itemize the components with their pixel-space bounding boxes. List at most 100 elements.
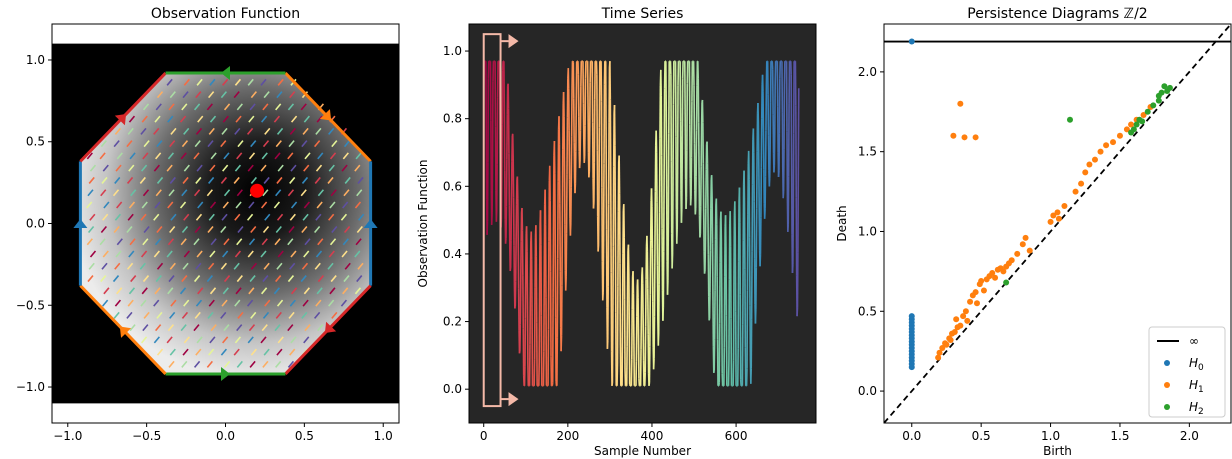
point-h2: [1158, 89, 1165, 96]
point-h1: [1061, 202, 1068, 209]
flow-arrow: [140, 299, 147, 307]
flow-arrow: [343, 140, 351, 148]
flow-arrow: [261, 238, 268, 246]
flow-arrow: [276, 176, 283, 184]
flow-arrow: [167, 152, 175, 160]
flow-arrow: [301, 311, 308, 319]
flow-arrow: [276, 348, 283, 356]
flow-arrow: [275, 225, 282, 234]
legend-h1-label: H1: [1189, 378, 1204, 395]
flow-arrow: [153, 250, 160, 258]
flow-arrow: [169, 176, 176, 184]
flow-arrow: [247, 336, 254, 344]
flow-arrow: [237, 140, 244, 148]
flow-arrow: [356, 225, 363, 234]
flow-arrow: [341, 164, 348, 172]
point-h1: [964, 317, 971, 324]
flow-arrow: [236, 324, 243, 332]
flow-arrow: [114, 213, 122, 221]
flow-arrow: [193, 324, 200, 332]
flow-arrow: [248, 201, 255, 209]
flow-arrow: [195, 127, 203, 135]
axes-frame: [883, 23, 1232, 424]
flow-arrow: [210, 324, 217, 332]
flow-arrow: [126, 225, 133, 234]
flow-arrow: [340, 213, 348, 221]
flow-arrow: [236, 103, 243, 111]
flow-arrow: [140, 250, 148, 258]
flow-arrow: [89, 213, 96, 221]
flow-arrow: [233, 262, 240, 270]
flow-arrow: [223, 189, 231, 197]
flow-arrow: [197, 115, 204, 123]
point-h1: [1140, 111, 1147, 118]
flow-arrow: [287, 103, 295, 111]
flow-arrow: [248, 115, 255, 123]
y-tick-label: −0.5: [16, 298, 45, 312]
edge-direction-marker: [119, 326, 132, 338]
plot-background: [469, 24, 816, 423]
flow-arrow: [88, 262, 95, 270]
flow-arrow: [209, 336, 216, 344]
flow-arrow: [206, 275, 213, 283]
flow-arrow: [155, 324, 162, 332]
y-tick-label: 0.5: [26, 135, 45, 149]
flow-arrow: [260, 250, 267, 258]
flow-arrow: [210, 152, 217, 160]
flow-arrow: [181, 140, 189, 148]
flow-arrow: [181, 311, 189, 319]
flow-arrow: [196, 164, 203, 172]
y-tick-label: 0.4: [443, 247, 462, 261]
flow-arrow: [261, 287, 268, 295]
y-tick-label: 0.5: [858, 304, 877, 318]
x-tick-label: 2.0: [1180, 429, 1199, 443]
x-tick-label: −0.5: [132, 429, 161, 443]
x-tick-label: 200: [556, 429, 579, 443]
flow-arrow: [168, 189, 175, 197]
x-axis-label: Sample Number: [594, 444, 691, 458]
flow-arrow: [290, 336, 297, 344]
flow-arrow: [181, 103, 188, 111]
x-tick-label: 0.5: [972, 429, 991, 443]
flow-arrow: [208, 299, 215, 307]
x-tick-label: 1.5: [1110, 429, 1129, 443]
point-h1: [961, 134, 968, 141]
flow-arrow: [114, 127, 122, 135]
flow-arrow: [143, 225, 150, 234]
legend-h1-subscript: 1: [1198, 385, 1204, 395]
point-h1: [972, 134, 979, 141]
legend-h1-symbol: H: [1189, 378, 1198, 392]
flow-arrow: [101, 176, 108, 184]
point-h1: [957, 100, 964, 107]
point-h1: [1128, 121, 1135, 128]
flow-arrow: [210, 238, 217, 246]
flow-arrow: [103, 201, 110, 209]
flow-arrow: [207, 140, 214, 148]
legend-h0-symbol: H: [1189, 356, 1198, 370]
flow-arrow: [328, 213, 335, 221]
flow-arrow: [169, 262, 176, 270]
flow-arrow: [277, 250, 284, 258]
legend-h2-label: H2: [1189, 400, 1204, 417]
flow-arrow: [328, 299, 335, 307]
flow-arrow: [127, 299, 134, 307]
flow-arrow: [86, 238, 93, 246]
point-h1: [1050, 212, 1057, 219]
flow-arrow: [303, 336, 310, 344]
flow-arrow: [220, 311, 227, 319]
flow-arrow: [142, 103, 150, 111]
flow-arrow: [166, 250, 173, 258]
legend-h0-subscript: 0: [1198, 363, 1204, 373]
flow-arrow: [167, 324, 175, 332]
flow-arrow: [195, 176, 202, 184]
flow-arrow: [220, 176, 228, 184]
flow-arrow: [263, 262, 270, 270]
sliding-window-marker: [482, 33, 519, 408]
persistence-points: [908, 38, 1173, 371]
point-h1: [1022, 234, 1029, 241]
flow-arrow: [114, 262, 121, 270]
flow-arrow: [114, 176, 121, 184]
x-tick-label: 0.0: [902, 429, 921, 443]
flow-arrow: [250, 225, 257, 234]
point-h1: [980, 287, 987, 294]
